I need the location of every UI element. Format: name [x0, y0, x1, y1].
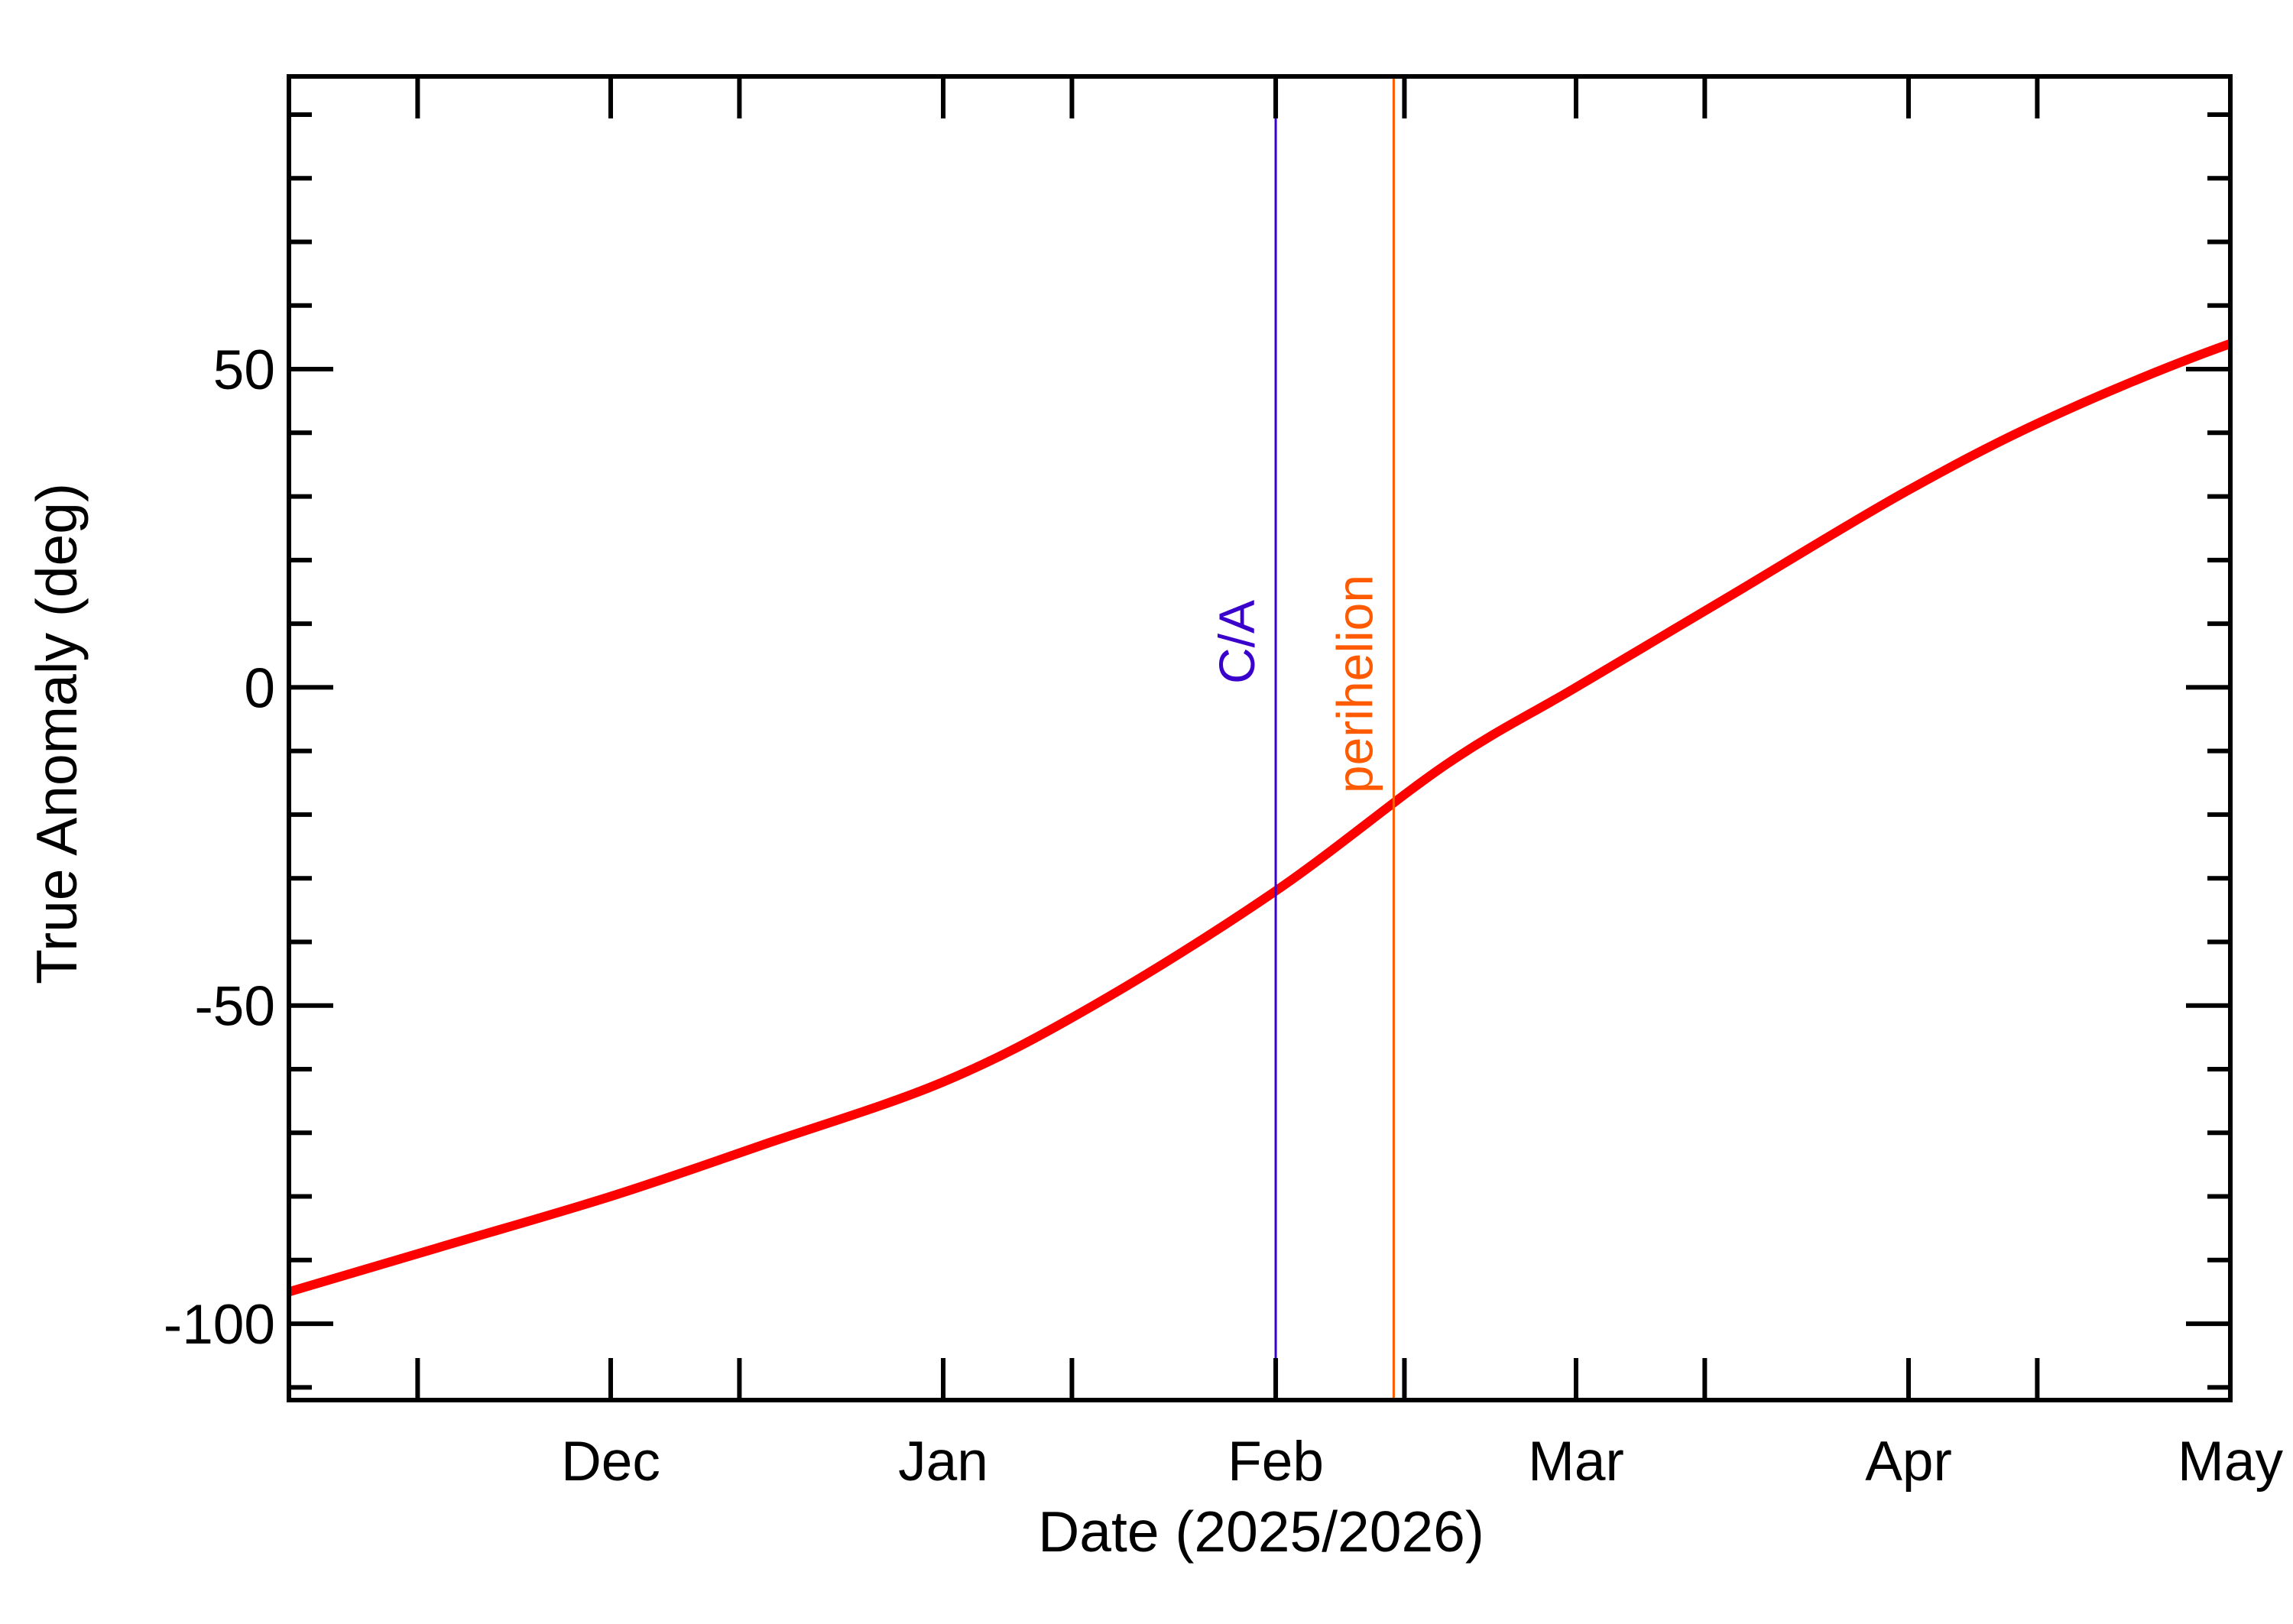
y-tick-label-50: 50 — [213, 339, 275, 401]
y-tick-label-0: 0 — [244, 657, 275, 719]
plot-frame — [287, 74, 2233, 1402]
x-axis-title: Date (2025/2026) — [1038, 1499, 1484, 1564]
x-tick-label-apr: Apr — [1865, 1431, 1952, 1493]
y-tick-label--50: -50 — [194, 976, 275, 1038]
y-tick-label--100: -100 — [164, 1294, 275, 1356]
plot-content — [289, 339, 2230, 1297]
marker-label-c-a: C/A — [1208, 600, 1265, 684]
plot-area: C/A perihelion — [289, 76, 2230, 1400]
series-line-0 — [289, 339, 2230, 1297]
x-tick-label-jan: Jan — [898, 1431, 988, 1493]
axes: Dec Jan Feb Mar Apr May -100 -50 0 50 — [164, 74, 2283, 1493]
x-tick-label-dec: Dec — [561, 1431, 660, 1493]
x-tick-label-mar: Mar — [1528, 1431, 1624, 1493]
marker-label-perihelion: perihelion — [1326, 575, 1383, 793]
x-tick-label-may: May — [2178, 1431, 2283, 1493]
x-tick-label-feb: Feb — [1228, 1431, 1324, 1493]
y-axis-title: True Anomaly (deg) — [24, 483, 89, 984]
